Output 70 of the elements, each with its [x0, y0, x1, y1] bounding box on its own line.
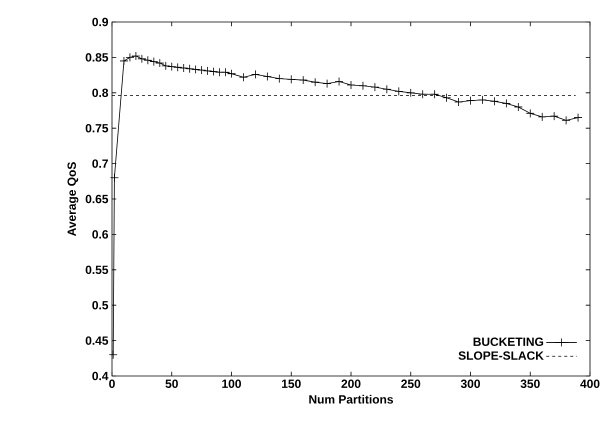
y-axis-title: Average QoS — [67, 162, 78, 236]
point — [382, 84, 392, 94]
point — [502, 99, 511, 108]
legend-label: SLOPE-SLACK — [458, 351, 544, 360]
x-tick-label: 0 — [109, 380, 115, 388]
x-axis-title: Num Partitions — [309, 394, 394, 404]
point — [221, 68, 230, 77]
point — [478, 95, 487, 104]
point — [239, 72, 248, 82]
y-tick-label: 0.7 — [92, 159, 108, 168]
point — [346, 80, 356, 90]
x-tick-label: 250 — [401, 380, 420, 388]
y-tick-label: 0.85 — [86, 53, 108, 62]
point — [442, 93, 451, 102]
x-tick-label: 150 — [282, 380, 301, 388]
x-tick-label: 50 — [165, 380, 178, 388]
y-tick-label: 0.9 — [92, 18, 108, 26]
point — [149, 57, 158, 66]
point — [173, 62, 182, 72]
point — [197, 66, 206, 75]
point — [286, 74, 296, 84]
point — [454, 98, 463, 106]
point — [126, 53, 134, 62]
point — [394, 87, 404, 96]
y-tick-label: 0.4 — [92, 372, 108, 380]
point — [185, 64, 194, 74]
legend-label: BUCKETING — [474, 338, 544, 346]
point — [227, 69, 236, 78]
x-tick-label: 350 — [520, 380, 540, 388]
point — [358, 81, 368, 90]
point — [120, 56, 128, 66]
point — [108, 350, 118, 360]
point — [298, 76, 308, 84]
point — [514, 102, 523, 112]
point — [574, 113, 582, 122]
point — [526, 108, 535, 118]
y-tick-label: 0.75 — [86, 124, 108, 132]
x-tick-label: 300 — [460, 380, 480, 388]
point — [310, 78, 320, 87]
y-tick-label: 0.65 — [86, 194, 108, 204]
point — [370, 82, 380, 92]
point — [274, 74, 284, 84]
y-tick-label: 0.6 — [92, 230, 108, 239]
point — [203, 66, 212, 76]
y-tick-label: 0.8 — [92, 88, 108, 98]
x-tick-label: 200 — [341, 380, 360, 388]
point — [179, 64, 188, 72]
x-tick-label: 100 — [222, 380, 241, 388]
point — [209, 67, 218, 76]
point — [406, 88, 416, 98]
point — [562, 116, 570, 125]
point — [430, 90, 440, 99]
point — [550, 112, 559, 121]
y-tick-label: 0.5 — [92, 300, 108, 310]
point — [490, 96, 499, 106]
point — [466, 96, 475, 105]
x-tick-label: 400 — [580, 380, 600, 388]
point — [322, 79, 332, 88]
point — [110, 173, 119, 182]
point — [143, 56, 152, 65]
y-tick-label: 0.55 — [86, 266, 108, 274]
point — [262, 72, 272, 81]
point — [167, 62, 176, 71]
point — [191, 65, 200, 74]
y-tick-label: 0.45 — [86, 336, 108, 345]
point — [334, 77, 344, 86]
point — [538, 112, 547, 122]
point — [215, 68, 224, 77]
point — [251, 70, 260, 79]
point — [418, 90, 428, 99]
